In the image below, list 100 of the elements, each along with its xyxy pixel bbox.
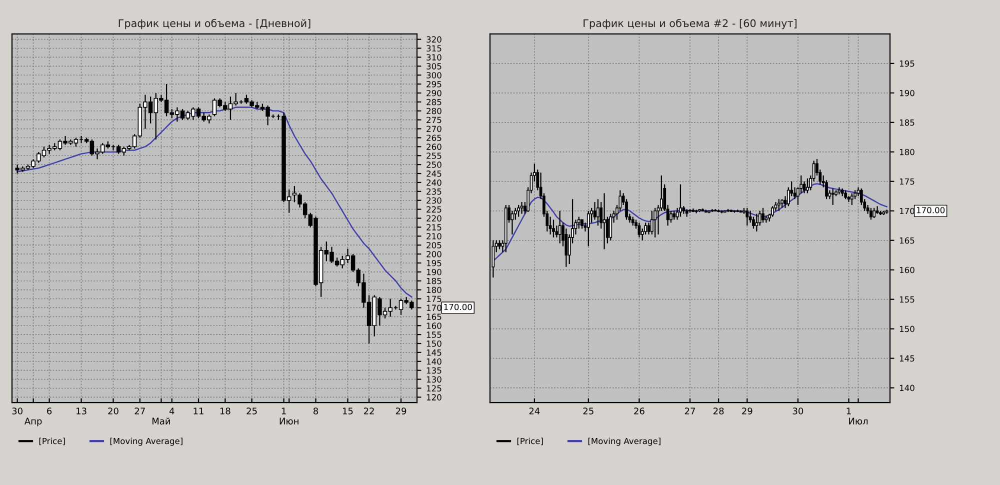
y-tick-label: 120 (426, 394, 442, 400)
y-tick-label: 170 (900, 208, 914, 214)
candlestick (670, 210, 672, 224)
x-tick-label: 25 (246, 408, 257, 414)
x-tick-label: 4 (169, 408, 174, 414)
x-tick-label: 15 (342, 408, 353, 414)
y-tick-label: 255 (426, 152, 442, 159)
y-tick-label: 290 (426, 90, 442, 96)
candlestick (762, 207, 764, 224)
y-tick-label: 170 (426, 304, 442, 311)
x-tick-label: 13 (76, 408, 86, 414)
x-tick-label: 11 (194, 408, 204, 414)
y-tick-label: 230 (426, 197, 442, 204)
candlestick (876, 206, 879, 214)
y-tick-label: 265 (426, 134, 442, 142)
x-tick-label: 6 (47, 408, 52, 414)
y-tick-label: 185 (426, 278, 442, 284)
x-tick-label: 1 (846, 408, 851, 414)
candlestick (552, 219, 555, 238)
y-tick-label: 190 (900, 90, 914, 96)
x-tick-label: 28 (713, 408, 724, 414)
y-tick-label: 165 (900, 237, 914, 244)
x-tick-label: 26 (634, 408, 644, 414)
y-tick-label: 140 (900, 384, 914, 392)
chart-title: График цены и объема #2 - [60 минут] (584, 18, 796, 30)
y-tick-label: 315 (426, 45, 442, 52)
x-tick-label: 1 (282, 408, 286, 414)
y-tick-label: 180 (900, 148, 914, 156)
x-tick-label: 27 (134, 408, 145, 414)
y-tick-label: 140 (426, 358, 442, 365)
candlestick (831, 188, 834, 206)
text: 170.00 (916, 206, 945, 214)
y-tick-label: 125 (426, 385, 442, 392)
x-tick-label: 24 (529, 408, 540, 414)
x-tick-label: 8 (313, 408, 318, 414)
y-tick-label: 180 (426, 286, 442, 294)
y-tick-label: 175 (426, 296, 442, 302)
y-tick-label: 210 (426, 233, 442, 240)
candlestick (520, 201, 524, 214)
y-tick-label: 270 (426, 126, 442, 132)
y-tick-label: 175 (900, 178, 914, 185)
legend-label: [Moving Average] (110, 438, 182, 446)
y-tick-label: 285 (426, 98, 442, 106)
candlestick (609, 213, 612, 241)
candlestick (596, 198, 600, 226)
y-tick-label: 145 (900, 355, 914, 362)
x-tick-label: 27 (684, 408, 695, 414)
y-tick-label: 190 (426, 268, 442, 276)
candlestick (558, 210, 562, 244)
y-tick-label: 195 (426, 260, 442, 266)
y-tick-label: 225 (426, 206, 442, 213)
x-tick-label: 22 (364, 408, 374, 414)
y-tick-label: 220 (426, 215, 442, 222)
candlestick (777, 198, 780, 212)
y-tick-label: 305 (426, 63, 442, 70)
candlestick (586, 210, 590, 247)
y-tick-label: 275 (426, 116, 442, 124)
candlestick (647, 222, 650, 236)
y-tick-label: 130 (426, 376, 442, 383)
y-tick-label: 155 (426, 332, 442, 338)
candlestick (872, 207, 876, 219)
y-tick-label: 165 (426, 314, 442, 320)
y-tick-label: 280 (426, 108, 442, 114)
candlestick (517, 204, 520, 218)
y-tick-label: 155 (900, 296, 914, 303)
candlestick (679, 184, 682, 218)
y-tick-label: 185 (900, 119, 914, 126)
y-tick-label: 250 (426, 162, 442, 168)
legend-label: [Price] (39, 438, 65, 446)
y-tick-label: 200 (426, 251, 442, 258)
candlestick (654, 207, 657, 238)
candlestick (850, 192, 854, 206)
y-tick-label: 300 (426, 72, 442, 78)
y-tick-label: 205 (426, 242, 442, 248)
y-tick-label: 160 (900, 266, 914, 274)
chart-title: График цены и объема - [Дневной] (118, 18, 310, 30)
y-tick-label: 145 (426, 350, 442, 356)
y-tick-label: 150 (426, 340, 442, 347)
text: 170.00 (444, 304, 472, 310)
y-tick-label: 260 (426, 144, 442, 150)
y-tick-label: 245 (426, 170, 442, 177)
y-tick-label: 235 (426, 188, 442, 195)
x-tick-label: Май (152, 418, 170, 425)
x-tick-label: 29 (396, 408, 406, 414)
x-tick-label: 18 (220, 408, 230, 414)
y-tick-label: 150 (900, 326, 914, 332)
y-tick-label: 135 (426, 367, 442, 374)
x-tick-label: 30 (792, 408, 804, 414)
candlestick (650, 210, 654, 236)
candlestick (746, 207, 749, 226)
candlestick (755, 213, 758, 232)
y-tick-label: 160 (426, 322, 442, 329)
x-tick-label: 30 (12, 408, 22, 414)
candlestick (806, 178, 809, 194)
x-tick-label: Июл (849, 418, 868, 425)
y-tick-label: 320 (426, 36, 442, 43)
x-tick-label: Июн (280, 418, 298, 425)
y-tick-label: 195 (900, 60, 914, 67)
candlestick (771, 206, 774, 218)
candlestick (870, 207, 872, 220)
